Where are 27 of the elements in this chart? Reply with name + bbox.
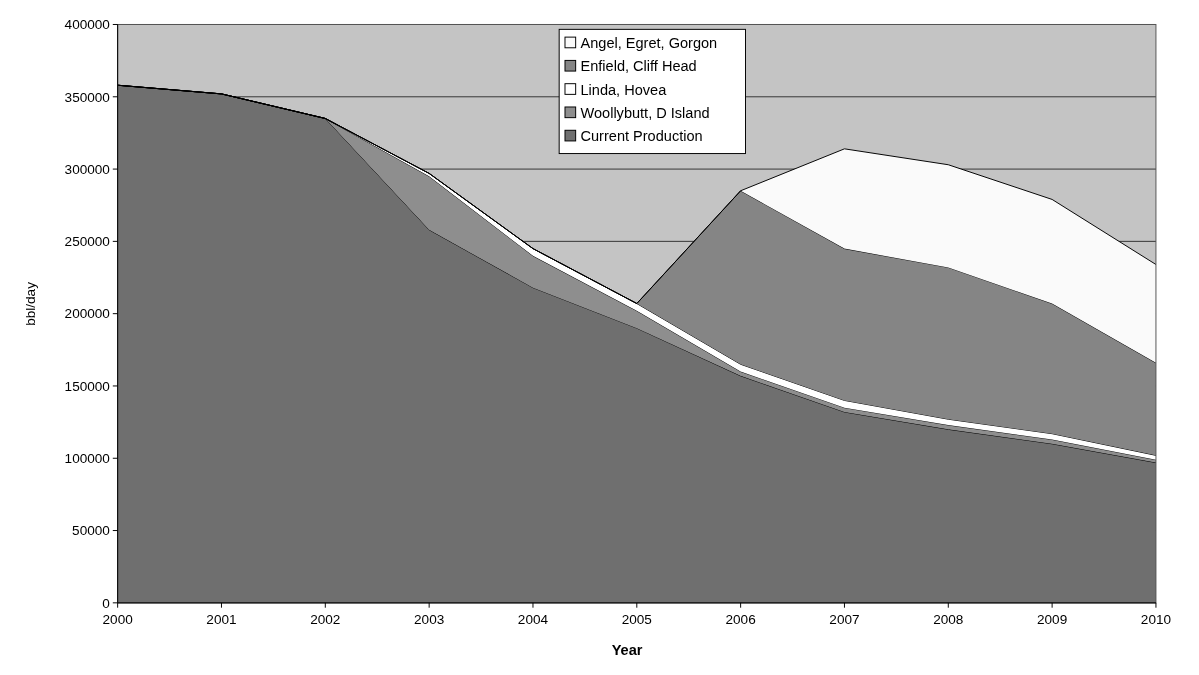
y-tick-label: 400000	[64, 17, 111, 33]
legend-label: Enfield, Cliff Head	[580, 58, 697, 75]
x-tick-label: 2010	[1140, 612, 1172, 628]
y-axis-title: bbl/day	[23, 281, 39, 326]
x-tick-label: 2003	[414, 612, 445, 628]
x-tick-label: 2008	[933, 612, 964, 628]
legend-label: Woollybutt, D Island	[580, 104, 710, 121]
x-tick-label: 2004	[517, 612, 549, 628]
y-tick-label: 50000	[72, 523, 111, 539]
x-tick-label: 2006	[725, 612, 756, 628]
y-tick-label: 100000	[64, 451, 111, 467]
legend-label: Angel, Egret, Gorgon	[580, 35, 718, 52]
x-tick-label: 2002	[310, 612, 341, 628]
y-tick-label: 150000	[64, 378, 111, 394]
y-tick-label: 200000	[64, 306, 111, 322]
x-tick-label: 2007	[829, 612, 860, 628]
legend-label: Linda, Hovea	[580, 81, 668, 98]
x-tick-label: 2001	[206, 612, 237, 628]
y-tick-label: 0	[102, 595, 111, 611]
legend-label: Current Production	[580, 128, 703, 145]
y-tick-label: 250000	[64, 234, 111, 250]
y-tick-label: 300000	[64, 161, 111, 177]
x-tick-label: 2009	[1037, 612, 1068, 628]
x-tick-label: 2000	[102, 612, 134, 628]
x-axis-title: Year	[611, 642, 643, 659]
y-tick-label: 350000	[64, 89, 111, 105]
x-tick-label: 2005	[621, 612, 652, 628]
